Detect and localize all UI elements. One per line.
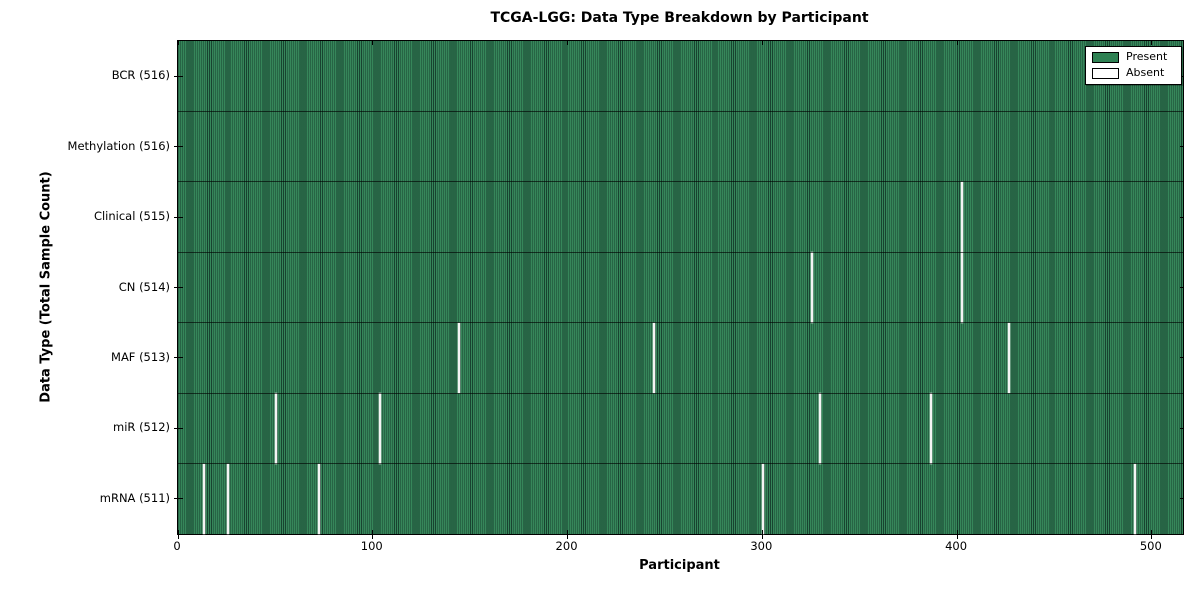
y-tick bbox=[173, 146, 183, 148]
legend-entry-absent: Absent bbox=[1092, 67, 1175, 79]
y-tick-label: BCR (516) bbox=[111, 68, 170, 83]
heatmap-row-MAF bbox=[178, 322, 1183, 394]
present-swatch bbox=[1092, 51, 1119, 63]
x-tick bbox=[177, 40, 179, 45]
x-tick-label: 500 bbox=[1139, 539, 1162, 553]
y-tick bbox=[173, 75, 183, 77]
row-separator bbox=[178, 110, 1183, 112]
row-separator bbox=[178, 181, 1183, 183]
x-tick-label: 300 bbox=[750, 539, 773, 553]
row-separator bbox=[178, 392, 1183, 394]
absent-marker bbox=[1134, 463, 1137, 534]
y-tick bbox=[1179, 216, 1184, 218]
legend-label-absent: Absent bbox=[1126, 66, 1165, 79]
absent-marker bbox=[275, 393, 278, 464]
y-tick-label: CN (514) bbox=[118, 279, 170, 294]
y-tick bbox=[1179, 287, 1184, 288]
y-tick bbox=[1179, 427, 1184, 429]
x-tick bbox=[1151, 529, 1153, 539]
y-tick-label: MAF (513) bbox=[111, 349, 170, 364]
heatmap-row-CN bbox=[178, 252, 1183, 323]
y-tick bbox=[173, 216, 183, 218]
x-tick-label: 100 bbox=[360, 539, 383, 553]
heatmap-row-mRNA bbox=[178, 463, 1183, 534]
y-tick bbox=[1179, 146, 1184, 148]
y-tick-label: Clinical (515) bbox=[93, 209, 170, 224]
y-tick bbox=[1179, 357, 1184, 359]
x-tick bbox=[761, 529, 763, 539]
absent-marker bbox=[818, 393, 821, 464]
absent-marker bbox=[378, 393, 381, 464]
heatmap-row-Methylation bbox=[178, 111, 1183, 181]
absent-swatch bbox=[1092, 67, 1119, 79]
x-tick bbox=[567, 40, 569, 45]
heatmap-row-Clinical bbox=[178, 181, 1183, 253]
x-tick-label: 400 bbox=[945, 539, 968, 553]
row-separator bbox=[178, 463, 1183, 465]
legend: Present Absent bbox=[1085, 46, 1182, 85]
chart-title: TCGA-LGG: Data Type Breakdown by Partici… bbox=[490, 10, 869, 26]
y-tick-label: miR (512) bbox=[113, 420, 170, 435]
absent-marker bbox=[203, 463, 206, 534]
x-tick bbox=[177, 529, 179, 539]
heatmap-row-BCR bbox=[178, 41, 1183, 111]
row-separator bbox=[178, 322, 1183, 324]
y-tick bbox=[173, 427, 183, 429]
absent-marker bbox=[929, 393, 932, 464]
absent-marker bbox=[653, 322, 656, 394]
absent-marker bbox=[762, 463, 765, 534]
y-tick-label: mRNA (511) bbox=[99, 490, 170, 505]
absent-marker bbox=[960, 252, 963, 323]
x-tick bbox=[372, 40, 374, 45]
y-tick bbox=[173, 357, 183, 359]
absent-marker bbox=[1007, 322, 1010, 394]
y-tick-label: Methylation (516) bbox=[67, 138, 170, 153]
y-tick bbox=[173, 287, 183, 288]
x-tick bbox=[956, 529, 958, 539]
heatmap-plot bbox=[173, 40, 1184, 539]
absent-marker bbox=[226, 463, 229, 534]
absent-marker bbox=[318, 463, 321, 534]
x-tick bbox=[956, 40, 958, 45]
y-tick bbox=[1179, 498, 1184, 500]
heatmap-row-miR bbox=[178, 393, 1183, 464]
absent-marker bbox=[458, 322, 461, 394]
x-tick bbox=[372, 529, 374, 539]
x-tick-label: 0 bbox=[173, 539, 181, 553]
x-axis-label: Participant bbox=[639, 558, 720, 573]
absent-marker bbox=[810, 252, 813, 323]
absent-marker bbox=[960, 181, 963, 253]
row-separator bbox=[178, 251, 1183, 253]
x-tick-label: 200 bbox=[555, 539, 578, 553]
legend-label-present: Present bbox=[1126, 50, 1168, 63]
y-tick bbox=[173, 498, 183, 500]
x-tick bbox=[761, 40, 763, 45]
x-tick bbox=[567, 529, 569, 539]
x-tick bbox=[1151, 40, 1153, 45]
legend-entry-present: Present bbox=[1092, 51, 1175, 63]
